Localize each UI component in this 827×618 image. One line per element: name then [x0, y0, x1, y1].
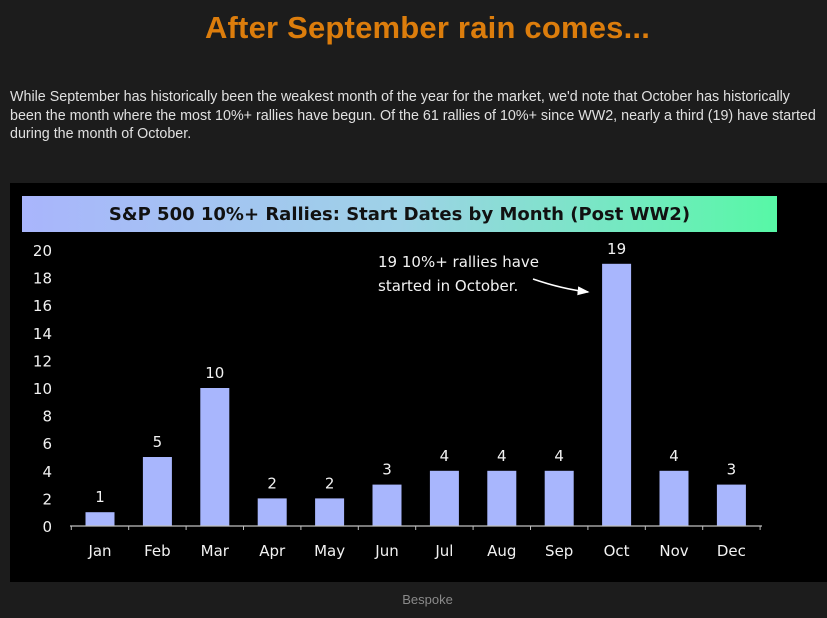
bar-may: [315, 498, 345, 526]
bar-chart: 0 2 4 6 8 10 12 14 16 18 20 1 Jan 5 Feb 10 Mar 2 Apr 2 May 3 J…: [33, 240, 762, 560]
bar-jan: [85, 512, 115, 526]
bar-value-label: 5: [153, 433, 163, 451]
bar-apr: [257, 498, 287, 526]
bar-value-label: 4: [669, 447, 679, 465]
bar-value-label: 3: [382, 461, 392, 479]
x-tick-label: Dec: [717, 542, 746, 560]
y-tick-label: 18: [33, 270, 52, 288]
chart-panel: S&P 500 10%+ Rallies: Start Dates by Mon…: [10, 183, 827, 582]
x-tick-label: Jan: [87, 542, 111, 560]
x-tick-label: Aug: [487, 542, 516, 560]
y-tick-label: 4: [42, 463, 52, 481]
page-title: After September rain comes...: [204, 10, 651, 45]
x-tick-label: Oct: [604, 542, 630, 560]
x-tick-label: Apr: [259, 542, 286, 560]
x-tick-label: Mar: [201, 542, 230, 560]
bar-feb: [142, 457, 172, 526]
y-tick-label: 12: [33, 352, 52, 370]
source-credit: Bespoke: [402, 592, 453, 607]
bar-value-label: 2: [325, 474, 335, 492]
x-tick-label: Jul: [434, 542, 453, 560]
bar-jul: [429, 470, 459, 526]
bar-aug: [487, 470, 517, 526]
bar-value-label: 4: [554, 447, 564, 465]
bar-nov: [659, 470, 689, 526]
chart-title: S&P 500 10%+ Rallies: Start Dates by Mon…: [108, 203, 691, 225]
bar-value-label: 1: [95, 488, 105, 506]
bar-value-label: 2: [267, 474, 277, 492]
y-tick-label: 2: [42, 490, 52, 508]
y-tick-label: 16: [33, 297, 52, 315]
annotation-arrow: [532, 278, 590, 296]
bar-value-label: 19: [607, 240, 626, 258]
bar-value-label: 10: [205, 364, 224, 382]
y-tick-label: 20: [33, 242, 52, 260]
bar-sep: [544, 470, 574, 526]
annotation-text: started in October.: [378, 277, 518, 295]
y-tick-label: 6: [42, 435, 52, 453]
x-tick-label: Jun: [374, 542, 398, 560]
bar-value-label: 3: [727, 461, 737, 479]
x-tick-label: Feb: [144, 542, 171, 560]
x-tick-label: Sep: [545, 542, 573, 560]
y-tick-label: 14: [33, 325, 52, 343]
bar-jun: [372, 484, 402, 526]
annotation-text: 19 10%+ rallies have: [378, 253, 539, 271]
bar-value-label: 4: [497, 447, 507, 465]
page-description: While September has historically been th…: [10, 89, 816, 142]
bar-value-label: 4: [440, 447, 450, 465]
bar-dec: [716, 484, 746, 526]
y-tick-label: 0: [42, 518, 52, 536]
y-tick-label: 10: [33, 380, 52, 398]
bar-mar: [200, 388, 230, 526]
chart-title-banner: S&P 500 10%+ Rallies: Start Dates by Mon…: [22, 196, 777, 232]
y-tick-label: 8: [42, 408, 52, 426]
x-tick-label: Nov: [659, 542, 688, 560]
x-tick-label: May: [314, 542, 345, 560]
bar-oct: [602, 263, 632, 526]
